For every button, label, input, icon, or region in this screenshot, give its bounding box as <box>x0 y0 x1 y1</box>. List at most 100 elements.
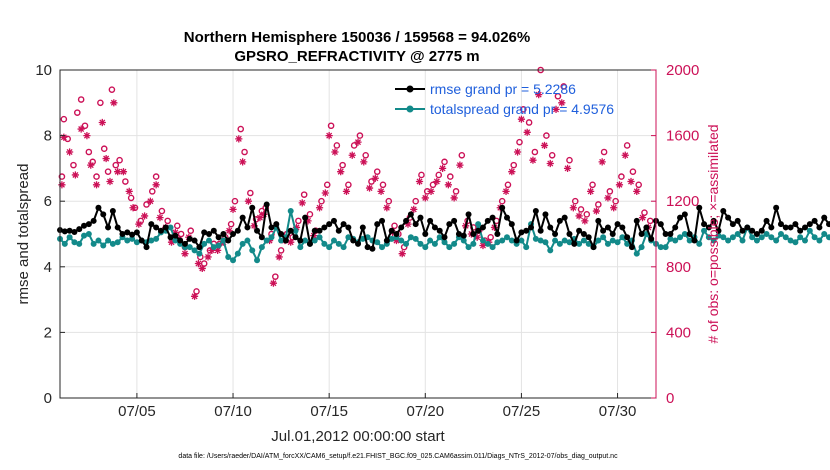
rmse-series-point <box>662 231 669 237</box>
spread-series-point <box>826 234 830 241</box>
obs-possible-point <box>60 115 68 123</box>
obs-assimilated-point <box>87 161 95 169</box>
rmse-series-point <box>566 231 573 237</box>
rmse-series-point <box>576 227 583 234</box>
obs-possible-point <box>237 125 245 133</box>
spread-series-point <box>532 235 539 242</box>
obs-assimilated-point <box>398 250 406 258</box>
obs-possible-point <box>571 197 579 205</box>
spread-series-point <box>254 257 261 264</box>
obs-assimilated-point <box>615 181 624 189</box>
rmse-series-point <box>181 240 188 247</box>
spread-series-point <box>239 240 246 247</box>
spread-series-point <box>66 234 73 241</box>
obs-possible-point <box>600 148 608 156</box>
obs-assimilated-point <box>383 204 391 212</box>
rmse-series-point <box>81 222 88 229</box>
obs-assimilated-point <box>275 253 283 261</box>
obs-possible-point <box>635 181 642 189</box>
rmse-series-point <box>614 221 621 228</box>
spread-series-point <box>330 237 337 244</box>
y2-tick-label: 0 <box>666 390 674 407</box>
obs-possible-point <box>441 158 448 166</box>
rmse-series-point <box>811 217 818 224</box>
spread-series-point <box>811 234 818 241</box>
rmse-series-point <box>157 227 164 234</box>
obs-possible-point <box>566 156 573 164</box>
rmse-series-point <box>129 231 136 238</box>
rmse-series-point <box>234 227 241 234</box>
spread-series-point <box>777 231 784 237</box>
rmse-series-point <box>710 217 717 224</box>
obs-possible-point <box>327 122 335 130</box>
rmse-series-point <box>340 221 347 228</box>
obs-assimilated-point <box>587 187 595 195</box>
rmse-series-point <box>172 232 179 239</box>
spread-series-point <box>715 232 722 239</box>
obs-possible-point <box>333 142 341 149</box>
spread-series-point <box>600 234 607 241</box>
rmse-series-point <box>71 229 78 236</box>
rmse-series-point <box>499 204 506 211</box>
rmse-series-point <box>657 221 664 228</box>
obs-assimilated-point <box>348 151 356 159</box>
rmse-series-point <box>374 221 381 228</box>
spread-series-point <box>609 237 616 244</box>
y2-tick-label: 2000 <box>666 62 699 79</box>
spread-series-point <box>451 240 458 247</box>
obs-assimilated-point <box>214 246 222 254</box>
spread-series-point <box>758 234 765 241</box>
x-tick-label: 07/05 <box>118 403 156 420</box>
spread-series-point <box>494 239 501 246</box>
obs-assimilated-point <box>58 181 66 189</box>
obs-assimilated-point <box>321 189 329 197</box>
rmse-series-point <box>388 227 395 234</box>
obs-assimilated-point <box>256 214 264 222</box>
obs-assimilated-point <box>194 259 203 268</box>
obs-possible-point <box>548 151 556 159</box>
rmse-series-point <box>777 221 784 228</box>
spread-series-point <box>76 240 83 247</box>
y2-tick-label: 800 <box>666 259 691 276</box>
obs-assimilated-point <box>292 223 301 232</box>
rmse-series-point <box>677 214 684 221</box>
rmse-series-point <box>427 217 434 224</box>
obs-assimilated-point <box>473 233 481 241</box>
rmse-series-point <box>725 214 732 221</box>
spread-series-point <box>753 237 760 244</box>
chart-title-line2: GPSRO_REFRACTIVITY @ 2775 m <box>234 48 479 65</box>
spread-series-point <box>230 257 237 264</box>
spread-series-point <box>124 237 131 244</box>
rmse-series-point <box>273 221 280 228</box>
spread-series-point <box>499 237 506 244</box>
spread-series-point <box>417 240 424 247</box>
obs-assimilated-point <box>119 168 128 176</box>
rmse-series-point <box>648 235 655 242</box>
spread-series-point <box>191 247 198 254</box>
obs-assimilated-point <box>540 141 549 150</box>
y2-tick-label: 400 <box>666 324 691 341</box>
rmse-series-point <box>330 217 337 224</box>
spread-series-point <box>465 244 472 251</box>
rmse-series-point <box>287 227 294 234</box>
obs-assimilated-point <box>546 159 554 168</box>
rmse-series-point <box>335 227 342 234</box>
obs-possible-point <box>318 197 325 205</box>
obs-assimilated-point <box>239 158 247 166</box>
rmse-series-point <box>628 244 635 251</box>
obs-assimilated-point <box>569 204 577 212</box>
spread-series-point <box>114 239 121 246</box>
spread-series-point <box>287 208 294 215</box>
spread-series-point <box>441 239 448 246</box>
rmse-series-point <box>542 211 549 218</box>
spread-series-point <box>460 237 467 244</box>
spread-series-point <box>335 240 342 247</box>
obs-possible-point <box>143 201 150 208</box>
y-tick-label: 8 <box>44 128 52 145</box>
rmse-series-point <box>95 204 102 211</box>
rmse-series-point <box>364 244 371 251</box>
spread-series-point <box>403 240 410 247</box>
obs-assimilated-point <box>444 181 452 189</box>
spread-series-point <box>427 237 434 244</box>
